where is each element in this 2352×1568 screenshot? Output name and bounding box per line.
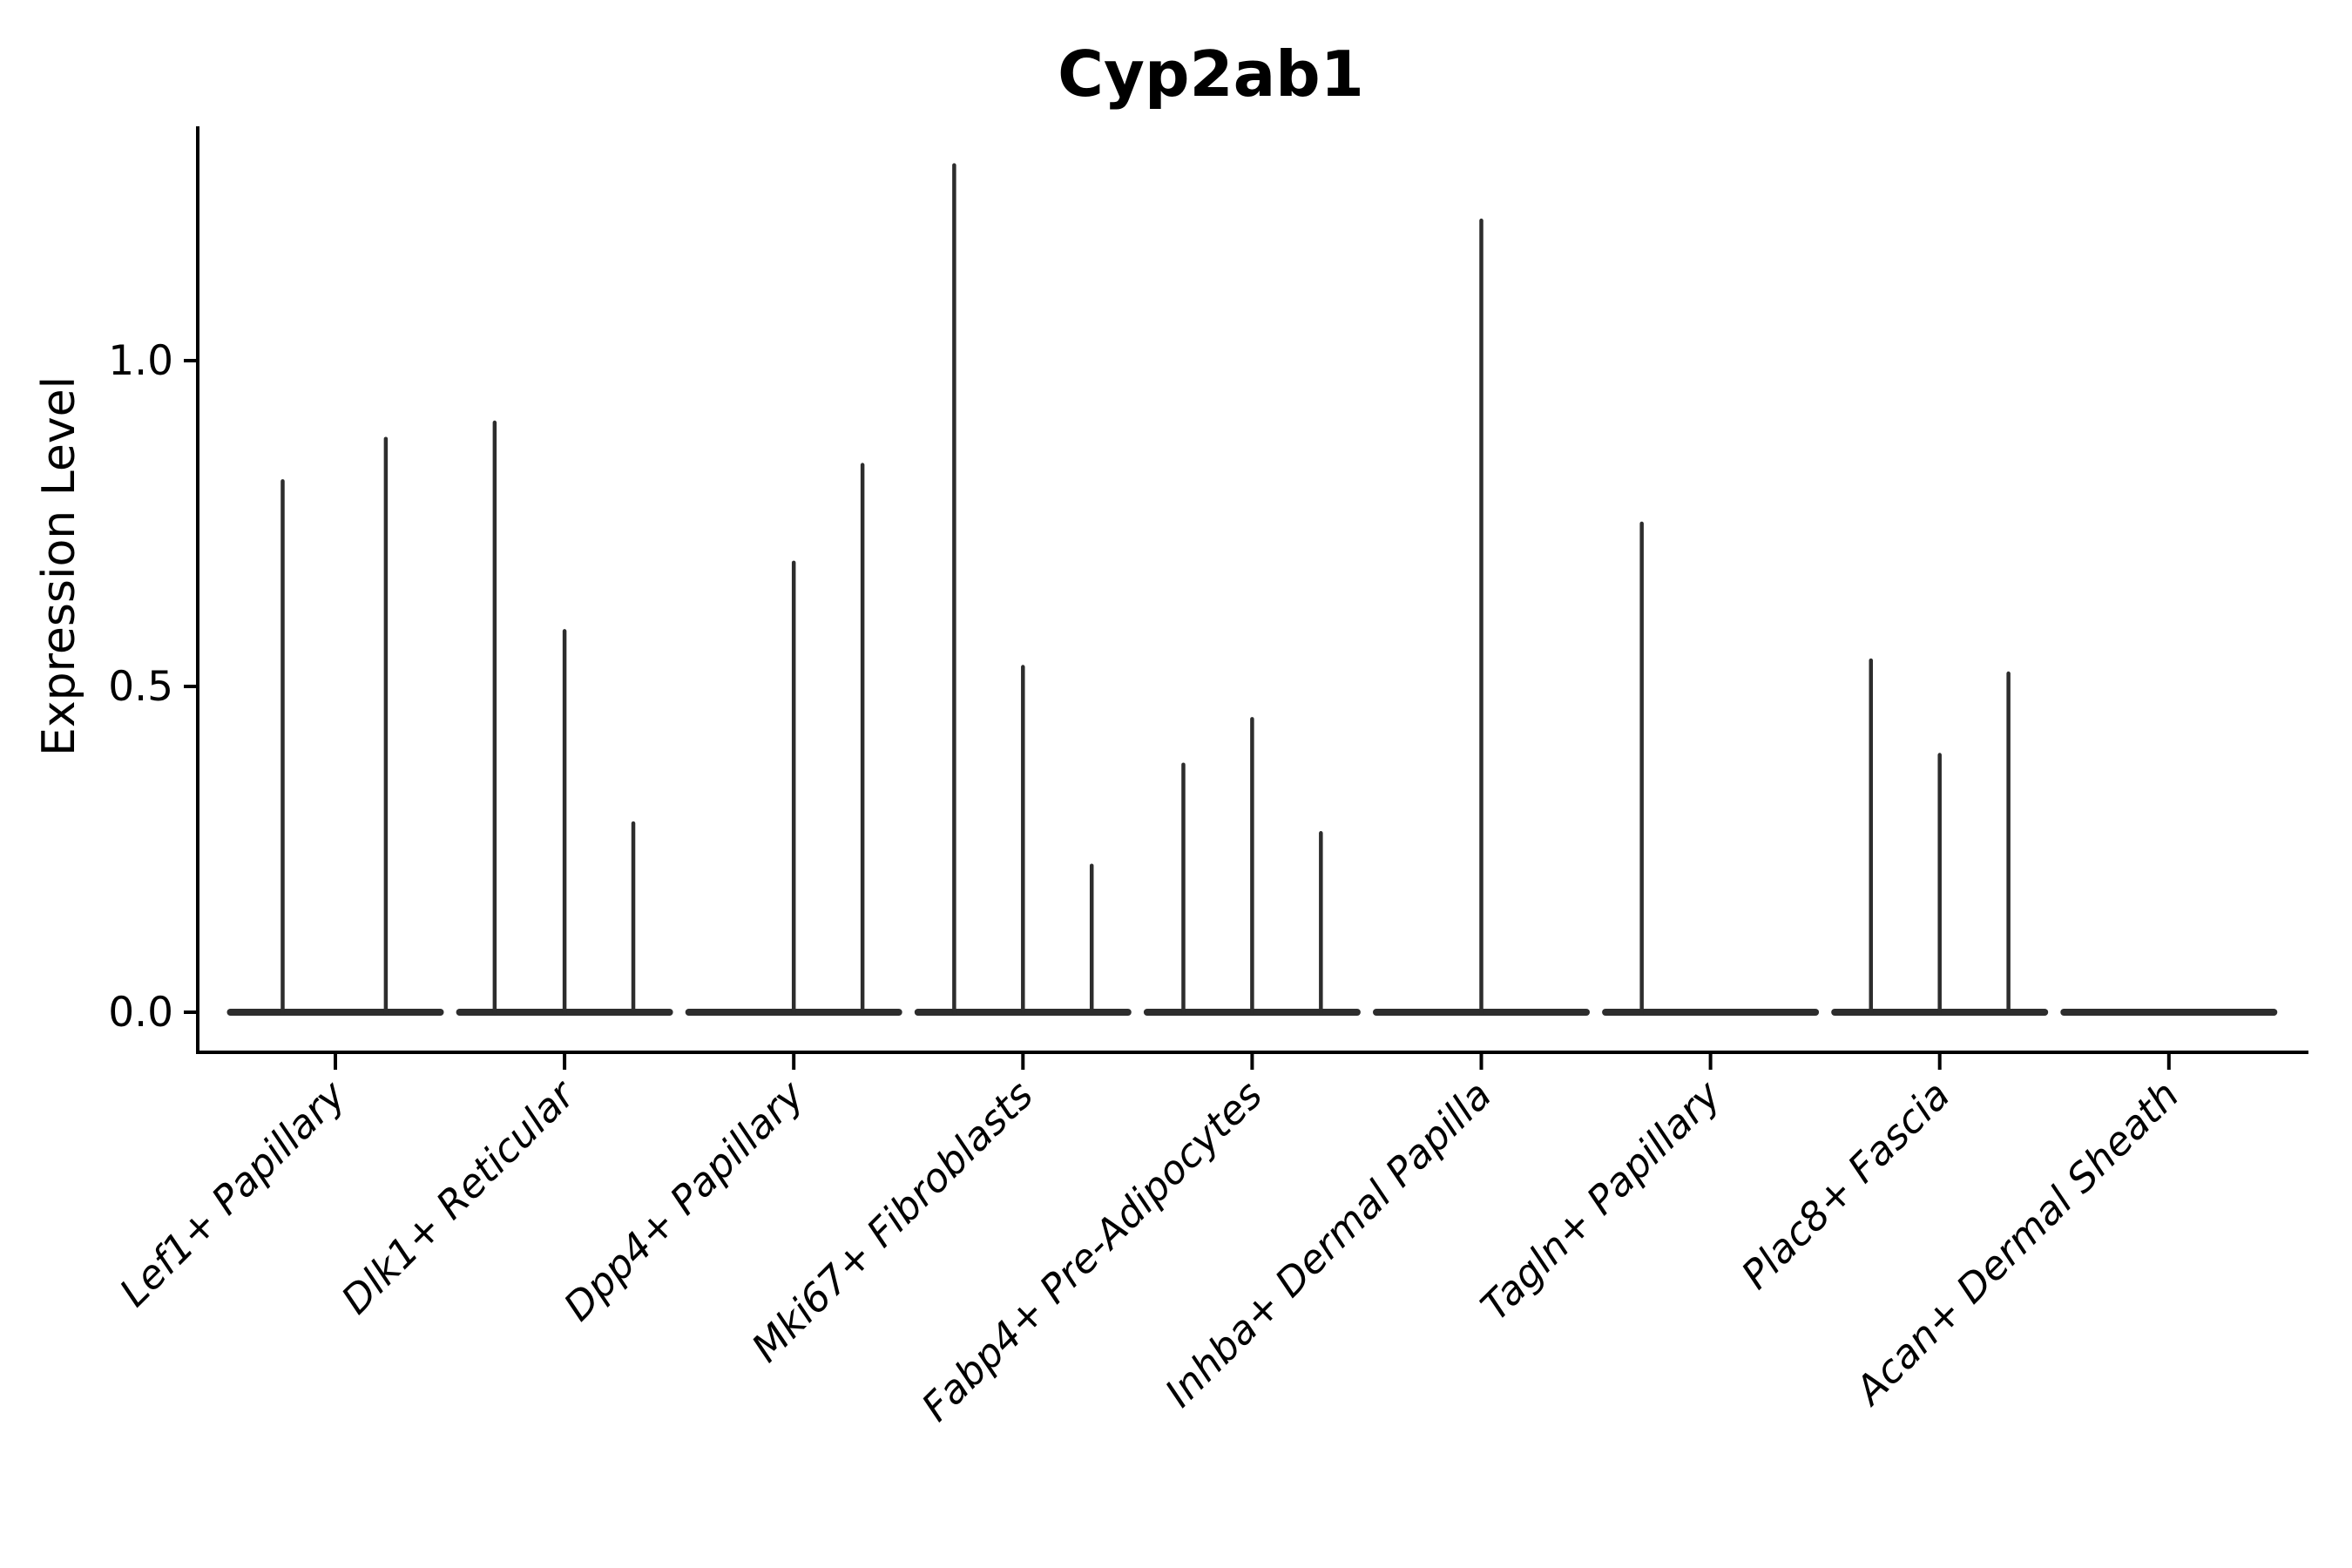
x-tick-label: Dpp4+ Papillary <box>555 1071 814 1329</box>
axes-layer <box>184 126 2308 1070</box>
x-tick-label: Plac8+ Fascia <box>1733 1071 1959 1298</box>
x-tick-label: Lef1+ Papillary <box>111 1071 355 1315</box>
y-axis-label: Expression Level <box>33 376 85 756</box>
violin-layer <box>226 163 2278 1016</box>
y-tick-label: 0.5 <box>108 663 173 711</box>
x-tick-label: Tagln+ Papillary <box>1471 1071 1730 1329</box>
y-tick-label: 0.0 <box>108 989 173 1037</box>
y-tick-label: 1.0 <box>108 337 173 385</box>
x-tick-label: Dlk1+ Reticular <box>333 1071 585 1323</box>
chart-title: Cyp2ab1 <box>1058 37 1364 111</box>
